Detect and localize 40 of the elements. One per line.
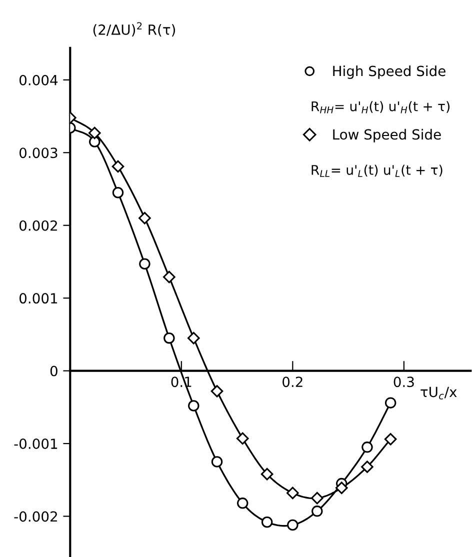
point: [112, 187, 124, 198]
point: [286, 486, 299, 500]
point: [335, 482, 348, 494]
y-tick-label: -0.002: [14, 511, 57, 522]
point: [139, 258, 150, 270]
point: [361, 460, 374, 473]
point: [187, 332, 200, 344]
point: [188, 400, 200, 412]
point: [384, 433, 397, 446]
point: [236, 432, 249, 445]
y-tick-label: 0.001: [20, 293, 58, 304]
x-axis-title: τU$_{c}$/x: [420, 386, 457, 400]
y-tick-label: 0.004: [20, 74, 58, 86]
point: [88, 126, 101, 140]
point: [236, 498, 248, 509]
point: [163, 270, 176, 284]
legend-label: High Speed Side: [333, 65, 446, 79]
point: [211, 456, 223, 468]
point: [138, 212, 151, 224]
y-tick-label: 0: [50, 366, 58, 376]
point: [210, 385, 224, 398]
point: [310, 492, 324, 504]
point: [362, 442, 373, 453]
point: [312, 506, 323, 517]
x-tick-label: 0.3: [394, 376, 414, 388]
point: [260, 468, 274, 480]
point: [112, 160, 124, 173]
annotation: R$_{HH}$= u'$_{H}$(t) u'$_{H}$(t + τ): [312, 101, 450, 114]
legend-label: Low Speed Side: [333, 128, 441, 142]
point: [287, 519, 298, 531]
point: [164, 332, 175, 344]
y-axis-title: (2/ΔU)$^{2}$ R(τ): [93, 22, 176, 37]
annotation: R$_{LL}$= u'$_{L}$(t) u'$_{L}$(t + τ): [312, 164, 442, 177]
x-tick-label: 0.2: [282, 376, 302, 388]
y-tick-label: 0.003: [20, 148, 58, 158]
point: [261, 516, 273, 528]
point: [89, 136, 100, 148]
y-tick-label: 0.002: [20, 220, 57, 231]
point: [384, 397, 396, 408]
y-tick-label: -0.001: [14, 438, 58, 450]
